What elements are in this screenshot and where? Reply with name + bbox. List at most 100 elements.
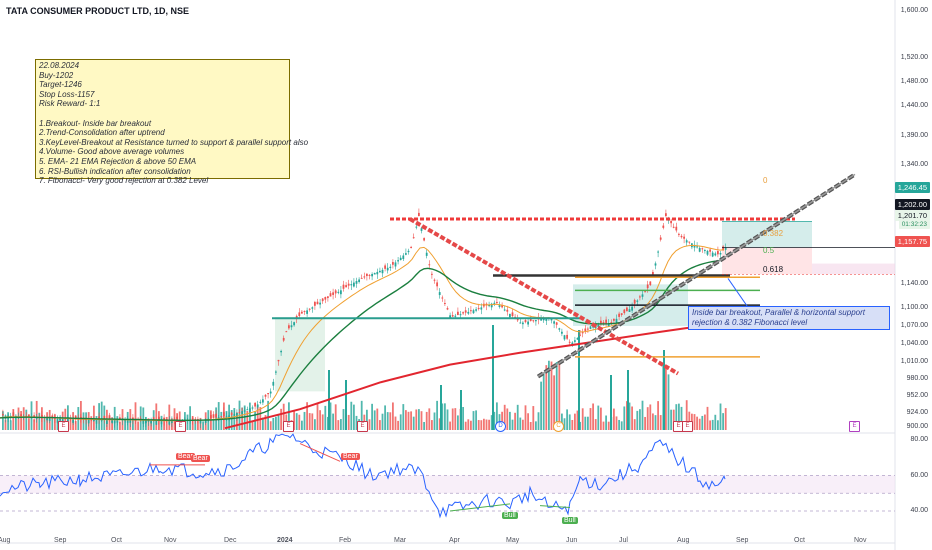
volume-bar: [457, 415, 459, 430]
volume-bar: [600, 407, 602, 430]
volume-bar: [189, 406, 191, 430]
current-price-tag: 1,201.70: [894, 210, 930, 221]
candle-body: [472, 310, 475, 314]
candle-body: [698, 247, 701, 252]
candle-body: [670, 220, 672, 224]
candle-body: [496, 301, 498, 304]
candle-body: [628, 309, 631, 312]
event-marker[interactable]: D: [495, 421, 506, 432]
volume-bar: [506, 408, 509, 430]
volume-bar: [464, 421, 467, 430]
volume-bar: [212, 419, 215, 430]
annotation-line: 2.Trend-Consolidation after uptrend: [39, 128, 165, 138]
candle-body: [511, 312, 514, 317]
volume-bar: [509, 411, 511, 430]
event-marker[interactable]: C: [553, 421, 564, 432]
volume-bar: [709, 420, 711, 430]
candle-body: [568, 341, 571, 343]
fib-05-label: 0.5: [763, 246, 775, 255]
volume-bar: [584, 416, 587, 430]
candle-body: [672, 226, 675, 228]
candle-body: [111, 419, 113, 423]
price-tick-label: 1,340.00: [900, 161, 928, 169]
volume-bar: [329, 402, 332, 430]
annotation-line: 5. EMA- 21 EMA Rejection & above 50 EMA: [39, 156, 197, 166]
bear-signal-2: Bear: [191, 455, 210, 462]
event-marker[interactable]: E: [357, 421, 368, 432]
event-marker[interactable]: E: [283, 421, 294, 432]
candle-body: [56, 418, 59, 423]
volume-bar: [433, 412, 436, 430]
volume-bar: [38, 412, 41, 430]
candle-body: [636, 300, 639, 302]
volume-bar: [124, 420, 126, 430]
candle-body: [464, 310, 467, 313]
annotation-line: 4.Volume- Good above average volumes: [39, 147, 185, 157]
candle-body: [163, 417, 165, 421]
candle-body: [584, 328, 587, 331]
volume-bar: [137, 421, 139, 430]
candle-body: [503, 309, 506, 311]
candle-body: [436, 282, 438, 287]
annotation-line: 1.Breakout- Inside bar breakout: [39, 118, 152, 128]
volume-bar: [282, 403, 285, 430]
volume-bar: [280, 408, 282, 430]
volume-bar: [108, 414, 111, 430]
candle-body: [410, 246, 412, 248]
volume-spike: [663, 350, 665, 430]
candle-body: [48, 418, 51, 421]
candle-body: [308, 308, 311, 310]
candle-body: [626, 307, 628, 312]
candle-body: [191, 418, 194, 421]
volume-spike: [492, 325, 494, 430]
candle-body: [428, 264, 431, 266]
candle-body: [709, 249, 711, 252]
candle-body: [527, 321, 529, 325]
price-tick-label: 900.00: [906, 423, 928, 431]
volume-bar: [306, 402, 308, 430]
volume-bar: [717, 420, 719, 430]
volume-bar: [576, 410, 579, 430]
candle-body: [126, 420, 129, 423]
candle-body: [488, 304, 490, 307]
volume-bar: [33, 419, 35, 430]
event-marker[interactable]: E: [682, 421, 693, 432]
candle-body: [644, 291, 646, 293]
volume-bar: [542, 372, 545, 430]
volume-bar: [555, 362, 558, 430]
candle-body: [581, 332, 584, 334]
candle-body: [319, 302, 321, 305]
candle-body: [467, 311, 470, 314]
ema200-line: [224, 322, 723, 430]
volume-bar: [470, 420, 472, 430]
volume-bar: [704, 414, 706, 430]
volume-spike: [440, 385, 442, 430]
candle-body: [197, 418, 199, 420]
candle-body: [147, 420, 150, 422]
price-tick-label: 1,480.00: [900, 78, 928, 86]
volume-bar: [501, 411, 503, 430]
candle-body: [688, 241, 691, 243]
breakout-note-annotation[interactable]: Inside bar breakout, Parallel & horizont…: [688, 306, 890, 330]
annotation-line: 3.KeyLevel-Breakout at Resistance turned…: [39, 137, 309, 147]
event-marker-future[interactable]: E: [849, 421, 860, 432]
volume-bar: [12, 409, 15, 430]
volume-bar: [142, 407, 145, 430]
candle-body: [90, 419, 93, 421]
trade-setup-annotation[interactable]: 22.08.2024 Buy-1202 Target-1246 Stop Loss-1…: [35, 59, 309, 185]
volume-bar: [522, 419, 524, 430]
candle-body: [256, 404, 259, 408]
candle-body: [371, 273, 373, 277]
volume-bar: [550, 361, 553, 430]
candle-body: [342, 284, 345, 289]
volume-bar: [389, 412, 392, 430]
candle-body: [87, 419, 90, 424]
volume-bar: [423, 421, 425, 430]
candle-body: [509, 313, 511, 318]
event-marker[interactable]: E: [58, 421, 69, 432]
volume-bar: [2, 411, 4, 430]
volume-bar: [275, 416, 277, 430]
candle-body: [571, 342, 574, 346]
event-marker[interactable]: E: [175, 421, 186, 432]
